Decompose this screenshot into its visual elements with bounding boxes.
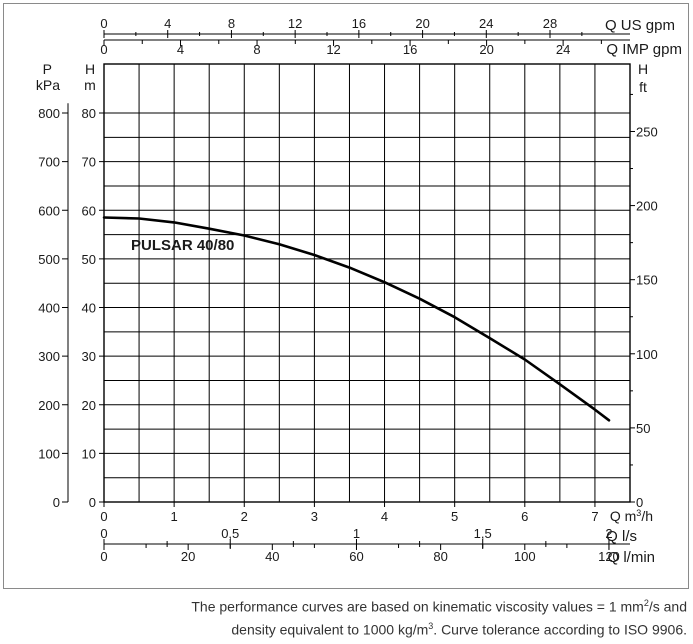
q-ls-tick-label: 1: [353, 526, 360, 541]
imp-gpm-tick-label: 20: [479, 42, 493, 57]
p-kpa-tick-label: 200: [38, 398, 60, 413]
h-m-tick-label: 0: [89, 495, 96, 510]
q-ls-tick-label: 0: [100, 526, 107, 541]
p-kpa-tick-label: 700: [38, 155, 60, 170]
chart-series: PULSAR 40/80: [102, 216, 611, 422]
imp-gpm-tick-label: 0: [100, 42, 107, 57]
q-lmin-tick-label: 100: [514, 549, 536, 564]
q-ls-tick-label: 1,5: [474, 526, 492, 541]
us-gpm-tick-label: 4: [164, 16, 171, 31]
footnote-line-2: density equivalent to 1000 kg/m3. Curve …: [231, 621, 687, 638]
h-m-tick-label: 60: [82, 203, 96, 218]
us-gpm-tick-label: 0: [100, 16, 107, 31]
p-axis-label: P: [43, 61, 52, 77]
q-ls-tick-label: 0,5: [221, 526, 239, 541]
h-m-tick-label: 80: [82, 106, 96, 121]
q-m3h-tick-label: 6: [521, 509, 528, 524]
series-curve-pulsar-40-80: [102, 216, 611, 422]
p-kpa-tick-label: 800: [38, 106, 60, 121]
h-m-tick-label: 10: [82, 446, 96, 461]
h-m-tick-label: 50: [82, 252, 96, 267]
imp-gpm-tick-label: 16: [403, 42, 417, 57]
footnote-line-1: The performance curves are based on kine…: [191, 598, 687, 615]
h-ft-axis-label: H: [638, 61, 648, 77]
h-ft-tick-label: 150: [636, 273, 658, 288]
imp-gpm-tick-label: 8: [253, 42, 260, 57]
pump-performance-chart: 0102030405060708001002003004005006007008…: [36, 16, 682, 566]
us-gpm-axis-label: Q US gpm: [605, 17, 675, 34]
q-m3h-tick-label: 4: [381, 509, 388, 524]
imp-gpm-tick-label: 24: [556, 42, 570, 57]
q-m3h-axis-label: Q m3/h: [610, 508, 653, 524]
h-ft-tick-label: 200: [636, 199, 658, 214]
q-m3h-tick-label: 2: [241, 509, 248, 524]
m-axis-label: m: [84, 77, 96, 93]
q-ls-axis-label: Q l/s: [606, 528, 637, 545]
q-m3h-tick-label: 5: [451, 509, 458, 524]
h-m-tick-label: 70: [82, 155, 96, 170]
h-m-tick-label: 40: [82, 301, 96, 316]
imp-gpm-tick-label: 4: [177, 42, 184, 57]
p-kpa-tick-label: 400: [38, 301, 60, 316]
h-ft-tick-label: 250: [636, 124, 658, 139]
h-ft-tick-label: 50: [636, 421, 650, 436]
chart-grid: [103, 63, 631, 503]
imp-gpm-axis-label: Q IMP gpm: [606, 41, 682, 58]
us-gpm-tick-label: 12: [288, 16, 302, 31]
q-lmin-tick-label: 0: [100, 549, 107, 564]
q-m3h-tick-label: 0: [100, 509, 107, 524]
q-ls-tick-label: 2: [605, 526, 612, 541]
us-gpm-tick-label: 16: [352, 16, 366, 31]
p-kpa-tick-label: 100: [38, 446, 60, 461]
h-ft-tick-label: 0: [636, 495, 643, 510]
q-lmin-axis-label: Q l/min: [607, 549, 655, 566]
chart-axes: 0102030405060708001002003004005006007008…: [36, 16, 682, 566]
chart-frame: [3, 3, 689, 589]
q-m3h-tick-label: 3: [311, 509, 318, 524]
q-m3h-tick-label: 1: [171, 509, 178, 524]
q-lmin-tick-label: 80: [433, 549, 447, 564]
q-lmin-tick-label: 40: [265, 549, 279, 564]
h-m-tick-label: 20: [82, 398, 96, 413]
h-ft-tick-label: 100: [636, 347, 658, 362]
p-kpa-tick-label: 600: [38, 203, 60, 218]
ft-axis-label: ft: [639, 79, 647, 95]
q-lmin-tick-label: 60: [349, 549, 363, 564]
p-kpa-tick-label: 0: [53, 495, 60, 510]
q-lmin-tick-label: 20: [181, 549, 195, 564]
p-kpa-tick-label: 500: [38, 252, 60, 267]
imp-gpm-tick-label: 12: [326, 42, 340, 57]
kpa-axis-label: kPa: [36, 77, 60, 93]
us-gpm-tick-label: 8: [228, 16, 235, 31]
h-m-tick-label: 30: [82, 349, 96, 364]
us-gpm-tick-label: 24: [479, 16, 493, 31]
us-gpm-tick-label: 28: [543, 16, 557, 31]
p-kpa-tick-label: 300: [38, 349, 60, 364]
q-m3h-tick-label: 7: [591, 509, 598, 524]
us-gpm-tick-label: 20: [415, 16, 429, 31]
h-axis-label: H: [85, 61, 95, 77]
series-label-pulsar-40-80: PULSAR 40/80: [131, 237, 234, 254]
q-lmin-tick-label: 120: [598, 549, 620, 564]
